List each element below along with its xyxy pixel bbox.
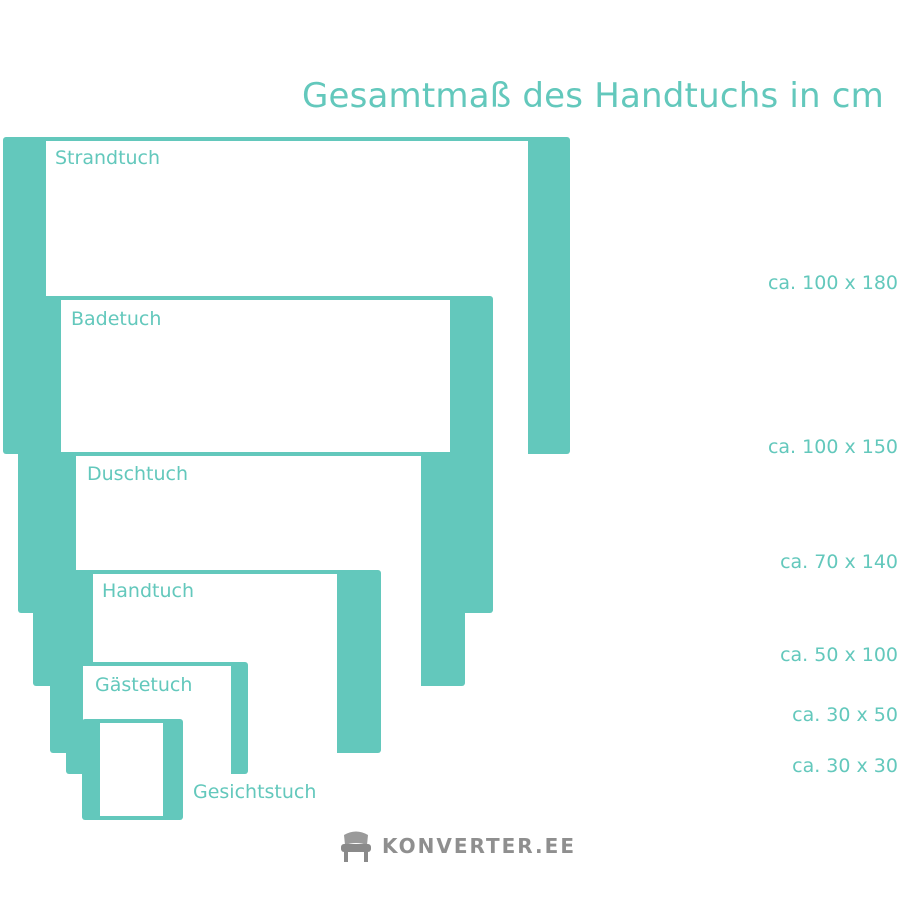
size-label-strandtuch: ca. 100 x 180 xyxy=(767,272,898,294)
towel-label-strandtuch: Strandtuch xyxy=(55,147,161,169)
towel-label-badetuch: Badetuch xyxy=(71,308,162,330)
chart-title: Gesamtmaß des Handtuchs in cm xyxy=(301,76,884,116)
towel-label-handtuch: Handtuch xyxy=(102,580,195,602)
size-label-gesichtstuch: ca. 30 x 30 xyxy=(792,755,898,777)
size-label-gaestetuch: ca. 30 x 50 xyxy=(792,704,898,726)
brand-logo: KONVERTER.EE xyxy=(338,829,576,863)
logo-text: KONVERTER.EE xyxy=(382,834,576,858)
towel-label-duschtuch: Duschtuch xyxy=(87,463,189,485)
towel-gesichtstuch xyxy=(82,719,183,820)
chair-icon xyxy=(341,831,371,862)
towel-label-gaestetuch: Gästetuch xyxy=(95,674,193,696)
size-label-duschtuch: ca. 70 x 140 xyxy=(780,551,898,573)
towel-label-gesichtstuch: Gesichtstuch xyxy=(193,781,317,803)
towel-gesichtstuch-inner xyxy=(100,723,163,816)
size-label-badetuch: ca. 100 x 150 xyxy=(767,436,898,458)
size-label-handtuch: ca. 50 x 100 xyxy=(780,644,898,666)
